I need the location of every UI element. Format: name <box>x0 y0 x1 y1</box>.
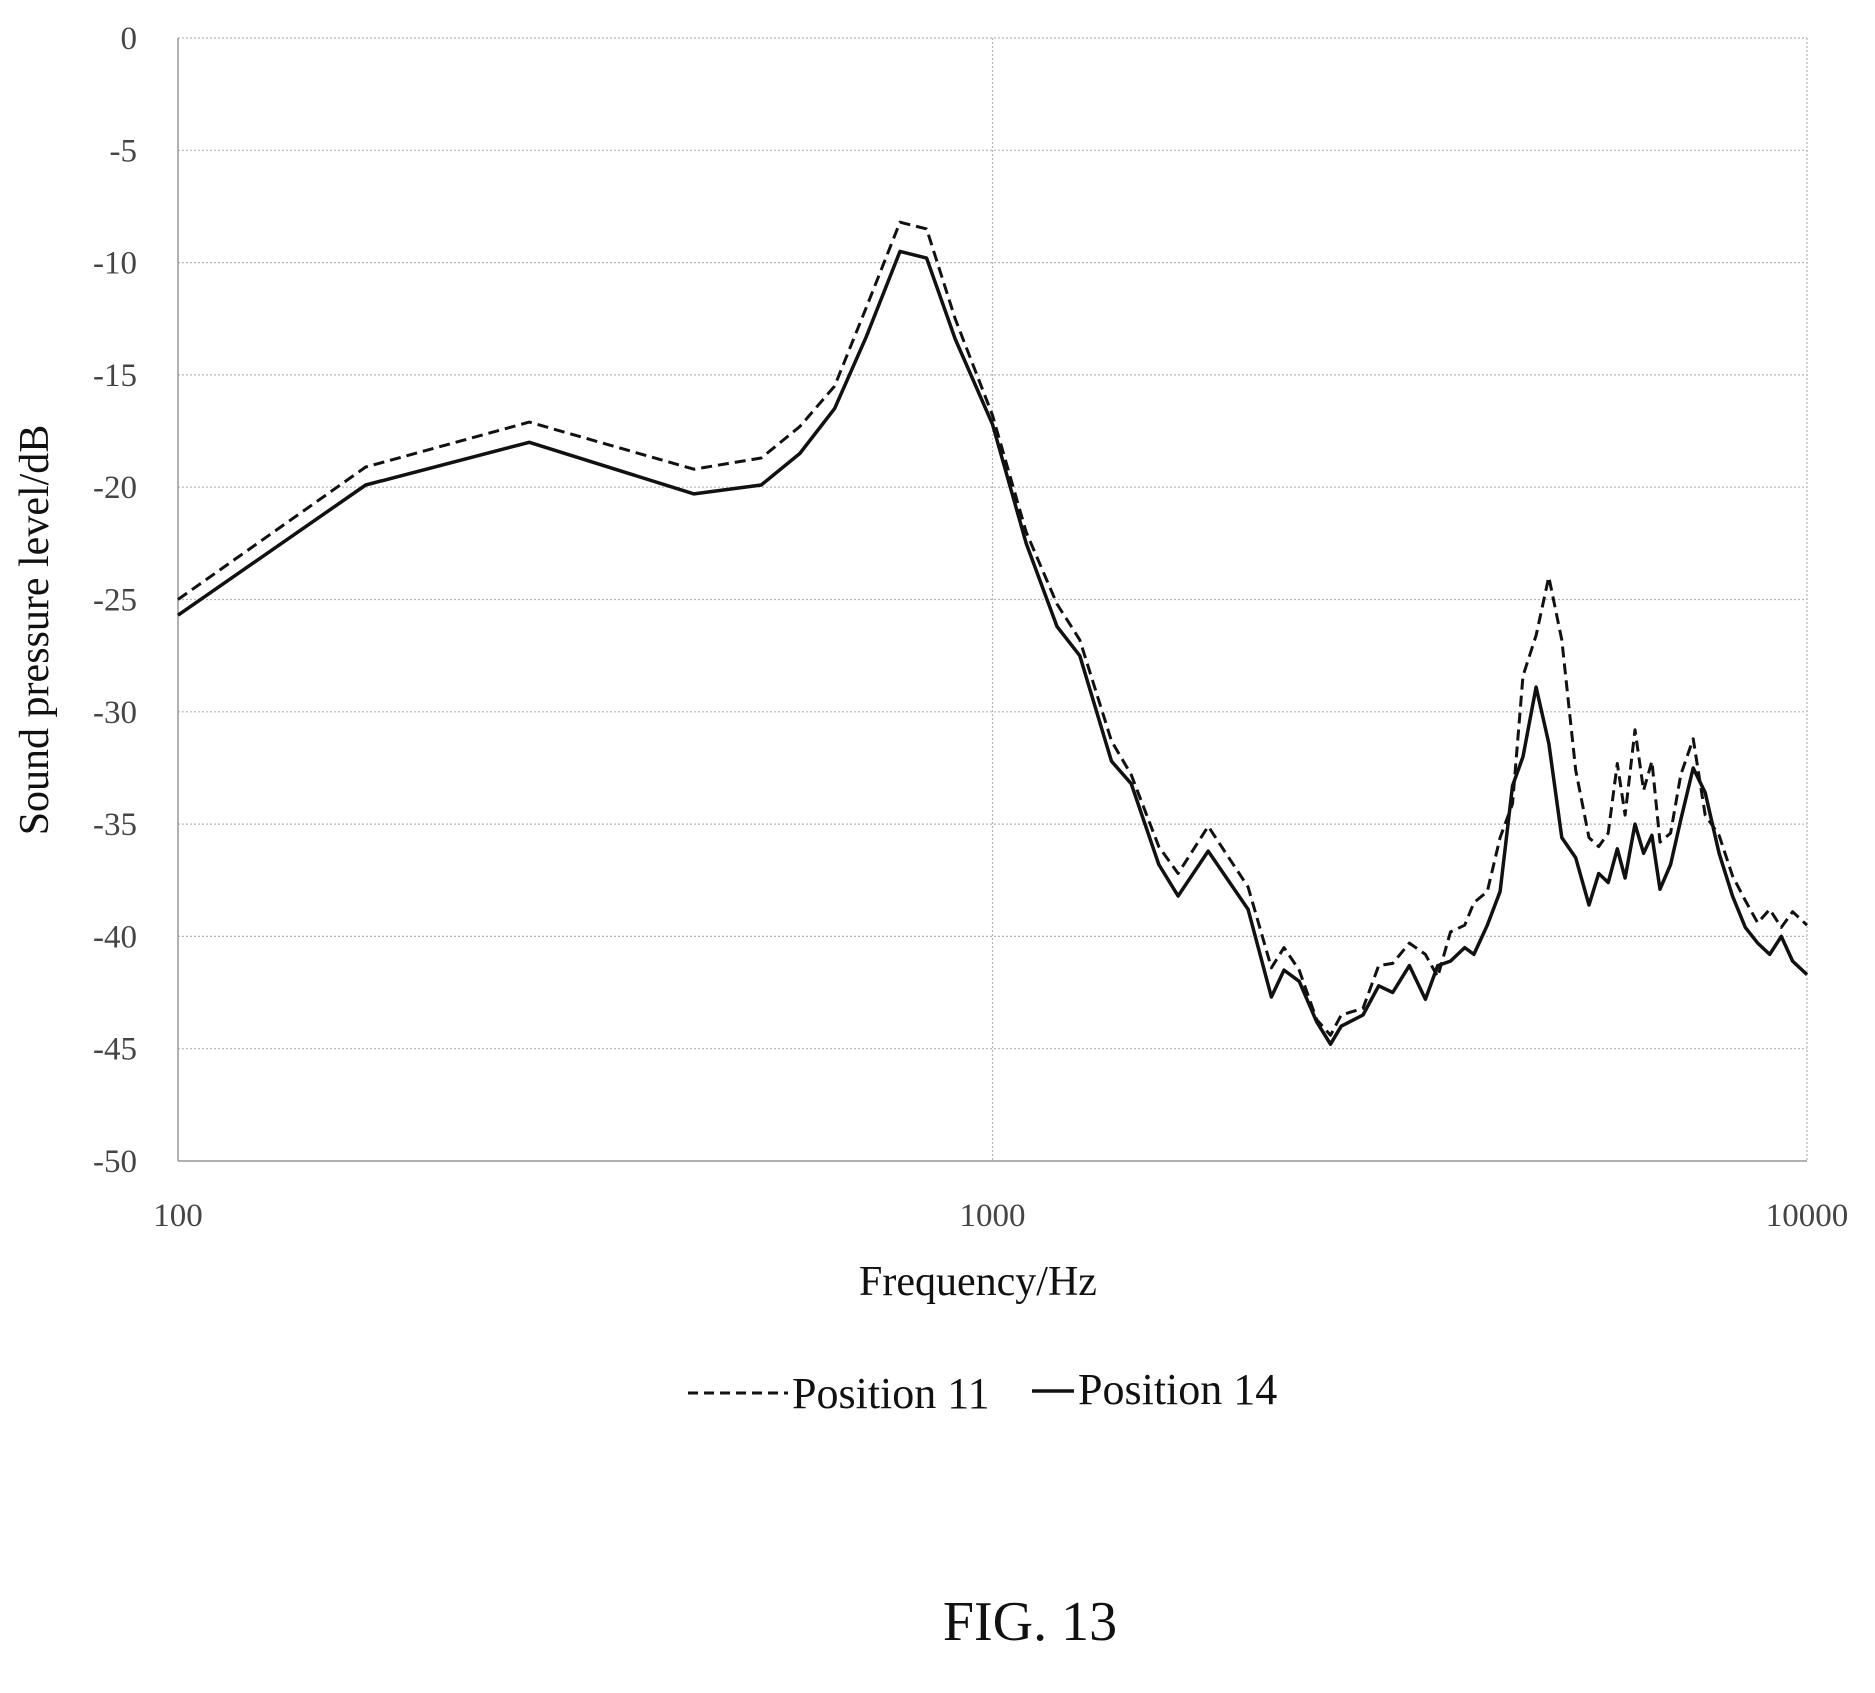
y-tick-label: -30 <box>93 695 137 731</box>
legend-label-position-11: Position 11 <box>792 1369 990 1418</box>
y-axis-title: Sound pressure level/dB <box>12 425 58 836</box>
y-tick-label: -25 <box>93 583 137 619</box>
series-line-position-14 <box>177 249 1809 1046</box>
x-tick-label: 10000 <box>1766 1198 1849 1234</box>
y-tick-label: 0 <box>121 21 138 57</box>
series-layer <box>177 220 1809 1046</box>
x-tick-labels: 100 1000 10000 <box>153 1198 1848 1234</box>
x-tick-label: 100 <box>153 1198 203 1234</box>
x-tick-label: 1000 <box>960 1198 1026 1234</box>
y-tick-labels: 0 -5 -10 -15 -20 -25 -30 -35 -40 -45 -50 <box>93 21 137 1180</box>
series-line-position-11 <box>177 220 1809 1037</box>
y-tick-label: -50 <box>93 1144 137 1180</box>
figure-label: FIG. 13 <box>943 1591 1117 1653</box>
y-tick-label: -10 <box>93 246 137 282</box>
legend-label-position-14: Position 14 <box>1078 1365 1277 1414</box>
legend: Position 11 Position 14 <box>688 1365 1277 1418</box>
x-axis-title: Frequency/Hz <box>859 1259 1097 1305</box>
y-tick-label: -45 <box>93 1032 137 1068</box>
y-tick-label: -5 <box>110 133 138 169</box>
y-tick-label: -40 <box>93 919 137 955</box>
y-tick-label: -15 <box>93 358 137 394</box>
y-tick-label: -20 <box>93 470 137 506</box>
y-tick-label: -35 <box>93 807 137 843</box>
